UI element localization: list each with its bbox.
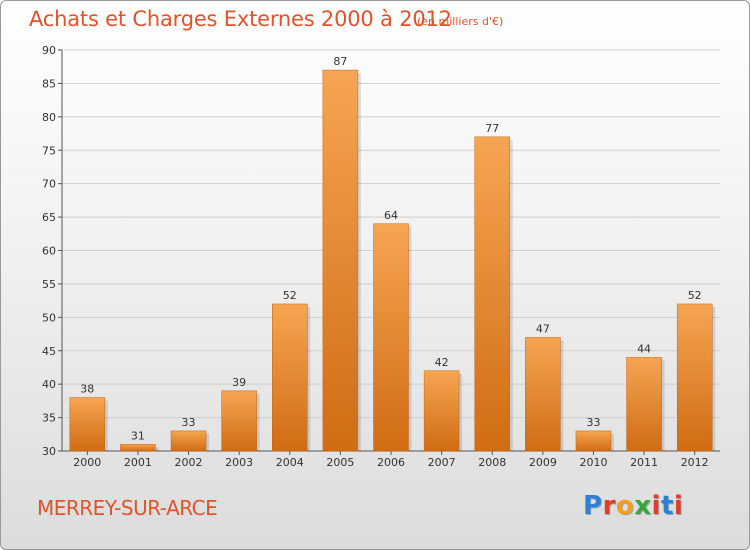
x-tick-label: 2004 <box>276 456 304 469</box>
proxiti-logo: Proxiti <box>583 491 683 521</box>
logo-letter: o <box>615 491 635 521</box>
logo-letter: x <box>634 491 652 521</box>
bar <box>322 69 359 452</box>
bar <box>120 444 156 452</box>
y-tick-label: 50 <box>42 311 56 324</box>
x-tick-label: 2012 <box>681 456 709 469</box>
data-label: 38 <box>80 383 94 396</box>
data-label: 52 <box>688 289 702 302</box>
bar <box>423 370 460 452</box>
x-tick-label: 2010 <box>579 456 607 469</box>
place-name: MERREY-SUR-ARCE <box>37 496 218 520</box>
data-label: 42 <box>435 356 449 369</box>
y-tick-label: 80 <box>42 111 56 124</box>
x-tick-label: 2001 <box>124 456 152 469</box>
y-tick-label: 45 <box>42 345 56 358</box>
bar <box>575 430 612 452</box>
y-tick-label: 40 <box>42 378 56 391</box>
data-label: 77 <box>485 122 499 135</box>
data-label: 64 <box>384 209 398 222</box>
x-tick-label: 2009 <box>529 456 557 469</box>
data-label: 33 <box>586 416 600 429</box>
logo-letter: i <box>651 491 661 521</box>
logo-letter: i <box>673 491 684 521</box>
chart-subtitle: (en milliers d'€) <box>417 15 504 28</box>
x-tick-label: 2005 <box>326 456 354 469</box>
x-tick-label: 2007 <box>428 456 456 469</box>
x-tick-label: 2008 <box>478 456 506 469</box>
data-label: 52 <box>283 289 297 302</box>
y-tick-label: 60 <box>42 245 56 258</box>
x-tick-label: 2000 <box>73 456 101 469</box>
y-tick-label: 70 <box>42 178 56 191</box>
y-tick-label: 35 <box>42 412 56 425</box>
bar <box>272 303 308 452</box>
bar <box>69 397 106 452</box>
y-tick-label: 65 <box>42 211 56 224</box>
logo-letter: t <box>660 491 674 521</box>
bar <box>676 303 713 452</box>
data-label: 33 <box>182 416 196 429</box>
data-label: 44 <box>637 342 651 355</box>
x-tick-label: 2003 <box>225 456 253 469</box>
x-tick-label: 2011 <box>630 456 658 469</box>
bar <box>474 136 510 452</box>
logo-letter: P <box>583 491 603 521</box>
y-tick-label: 55 <box>42 278 56 291</box>
logo-letter: r <box>602 491 616 521</box>
bars <box>69 69 716 452</box>
x-tick-label: 2006 <box>377 456 405 469</box>
y-tick-label: 30 <box>42 445 56 458</box>
chart-title: Achats et Charges Externes 2000 à 2012 <box>29 7 452 31</box>
bar <box>373 223 409 452</box>
data-label: 39 <box>232 376 246 389</box>
bar <box>170 430 207 452</box>
bar <box>221 390 257 452</box>
y-tick-label: 85 <box>42 77 56 90</box>
y-tick-label: 75 <box>42 144 56 157</box>
bar <box>525 337 561 452</box>
data-label: 47 <box>536 322 550 335</box>
bar <box>626 357 662 452</box>
data-label: 87 <box>333 55 347 68</box>
x-tick-label: 2002 <box>175 456 203 469</box>
y-tick-label: 90 <box>42 44 56 57</box>
labels: 38 2000 31 2001 33 2002 39 2003 52 2004 87 2005 64 20… <box>73 55 708 469</box>
data-label: 31 <box>131 429 145 442</box>
